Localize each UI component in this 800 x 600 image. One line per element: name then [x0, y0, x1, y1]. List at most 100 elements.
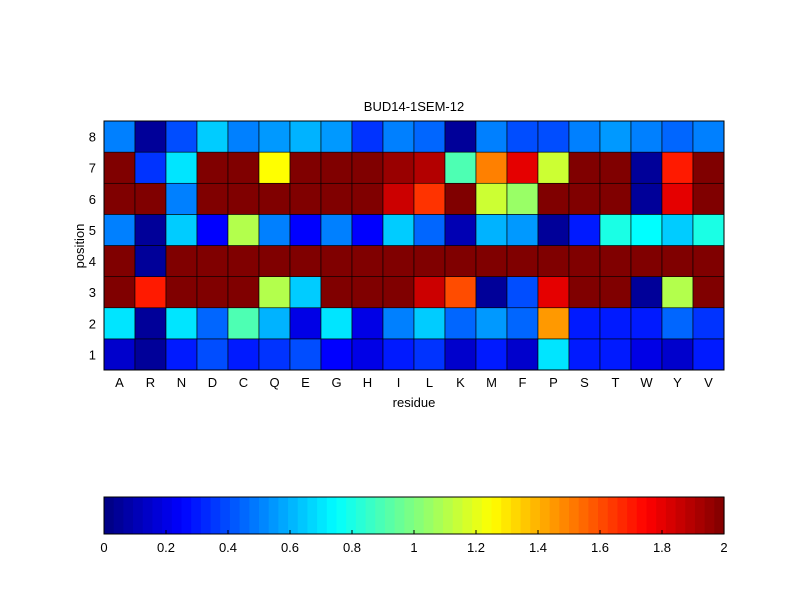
- heatmap-cell: [475, 214, 508, 246]
- heatmap-cell: [320, 151, 353, 184]
- heatmap-cell: [227, 120, 260, 153]
- colorbar: [104, 497, 725, 534]
- heatmap-cell: [475, 245, 508, 277]
- colorbar-swatch: [685, 497, 696, 534]
- heatmap-cell: [692, 151, 725, 184]
- x-tick-label: V: [704, 375, 713, 390]
- x-tick-label: S: [580, 375, 589, 390]
- heatmap-cell: [351, 120, 384, 153]
- heatmap-cell: [320, 245, 353, 277]
- heatmap-cell: [320, 120, 353, 153]
- colorbar-swatch: [259, 497, 270, 534]
- x-tick-label: Y: [673, 375, 682, 390]
- x-tick-label: L: [426, 375, 433, 390]
- heatmap-cell: [444, 307, 477, 340]
- colorbar-swatch: [210, 497, 221, 534]
- colorbar-swatch: [384, 497, 396, 534]
- heatmap-cell: [289, 120, 322, 153]
- y-tick-label: 6: [89, 192, 96, 207]
- heatmap-cell: [661, 338, 694, 371]
- colorbar-swatch: [569, 497, 580, 534]
- heatmap-cell: [320, 307, 353, 340]
- colorbar-tick-label: 2: [720, 540, 727, 555]
- colorbar-swatch: [394, 497, 405, 534]
- x-tick-label: C: [239, 375, 248, 390]
- colorbar-swatch: [113, 497, 124, 534]
- heatmap-cell: [444, 245, 477, 277]
- colorbar-swatch: [171, 497, 183, 534]
- colorbar-swatch: [656, 497, 667, 534]
- colorbar-swatch: [462, 497, 473, 534]
- colorbar-tick-labels: 0 0.2 0.4 0.6 0.8 1 1.2 1.4 1.6 1.8 2: [100, 530, 728, 555]
- heatmap-cell: [227, 151, 260, 184]
- heatmap-cell: [506, 182, 539, 215]
- heatmap-cell: [537, 245, 570, 277]
- y-tick-label: 3: [89, 285, 96, 300]
- heatmap-cell: [258, 182, 291, 215]
- heatmap-cell: [413, 276, 446, 309]
- heatmap-cell: [103, 151, 136, 184]
- heatmap-cell: [661, 151, 694, 184]
- heatmap-cell: [103, 120, 136, 153]
- heatmap-cell: [661, 182, 694, 215]
- colorbar-swatch: [239, 497, 250, 534]
- heatmap-cell: [568, 276, 601, 309]
- colorbar-swatch: [539, 497, 551, 534]
- heatmap-cell: [537, 182, 570, 215]
- heatmap-cell: [227, 214, 260, 246]
- colorbar-swatch: [704, 497, 715, 534]
- x-tick-label: A: [115, 375, 124, 390]
- heatmap-cell: [630, 338, 663, 371]
- heatmap-cell: [258, 151, 291, 184]
- heatmap-cell: [103, 182, 136, 215]
- heatmap-cell: [661, 120, 694, 153]
- heatmap-cell: [630, 151, 663, 184]
- heatmap-cell: [134, 120, 167, 153]
- heatmap-cell: [134, 338, 167, 371]
- heatmap-cell: [196, 182, 229, 215]
- colorbar-swatch: [123, 497, 134, 534]
- heatmap-cell: [630, 245, 663, 277]
- x-tick-label: F: [519, 375, 527, 390]
- y-tick-label: 1: [89, 347, 96, 362]
- heatmap-cell: [506, 245, 539, 277]
- colorbar-tick-label: 1.8: [653, 540, 671, 555]
- heatmap-cell: [599, 214, 632, 246]
- heatmap-cell: [537, 276, 570, 309]
- heatmap-cell: [599, 276, 632, 309]
- heatmap-cell: [258, 307, 291, 340]
- heatmap-cell: [382, 245, 415, 277]
- colorbar-swatch: [443, 497, 454, 534]
- heatmap-cell: [165, 307, 198, 340]
- heatmap-cell: [599, 338, 632, 371]
- heatmap-cell: [413, 151, 446, 184]
- heatmap-cell: [630, 120, 663, 153]
- colorbar-tick-label: 1: [410, 540, 417, 555]
- colorbar-swatch: [326, 497, 338, 534]
- heatmap-cell: [599, 151, 632, 184]
- heatmap-cell: [630, 276, 663, 309]
- heatmap-cell: [289, 182, 322, 215]
- colorbar-swatch: [365, 497, 376, 534]
- y-tick-label: 2: [89, 316, 96, 331]
- heatmap-cell: [475, 120, 508, 153]
- heatmap-cell: [599, 120, 632, 153]
- heatmap-cell: [599, 245, 632, 277]
- colorbar-swatch: [559, 497, 570, 534]
- heatmap-cell: [289, 214, 322, 246]
- heatmap-cell: [196, 245, 229, 277]
- heatmap-cell: [568, 214, 601, 246]
- heatmap-cell: [692, 307, 725, 340]
- heatmap-cell: [103, 307, 136, 340]
- heatmap-cell: [320, 338, 353, 371]
- colorbar-swatch: [520, 497, 531, 534]
- heatmap-cell: [320, 276, 353, 309]
- colorbar-swatch: [665, 497, 677, 534]
- colorbar-swatch: [404, 497, 415, 534]
- colorbar-swatch: [355, 497, 367, 534]
- chart-title: BUD14-1SEM-12: [364, 99, 464, 114]
- x-tick-label: M: [486, 375, 497, 390]
- colorbar-swatch: [336, 497, 347, 534]
- colorbar-tick-label: 1.4: [529, 540, 547, 555]
